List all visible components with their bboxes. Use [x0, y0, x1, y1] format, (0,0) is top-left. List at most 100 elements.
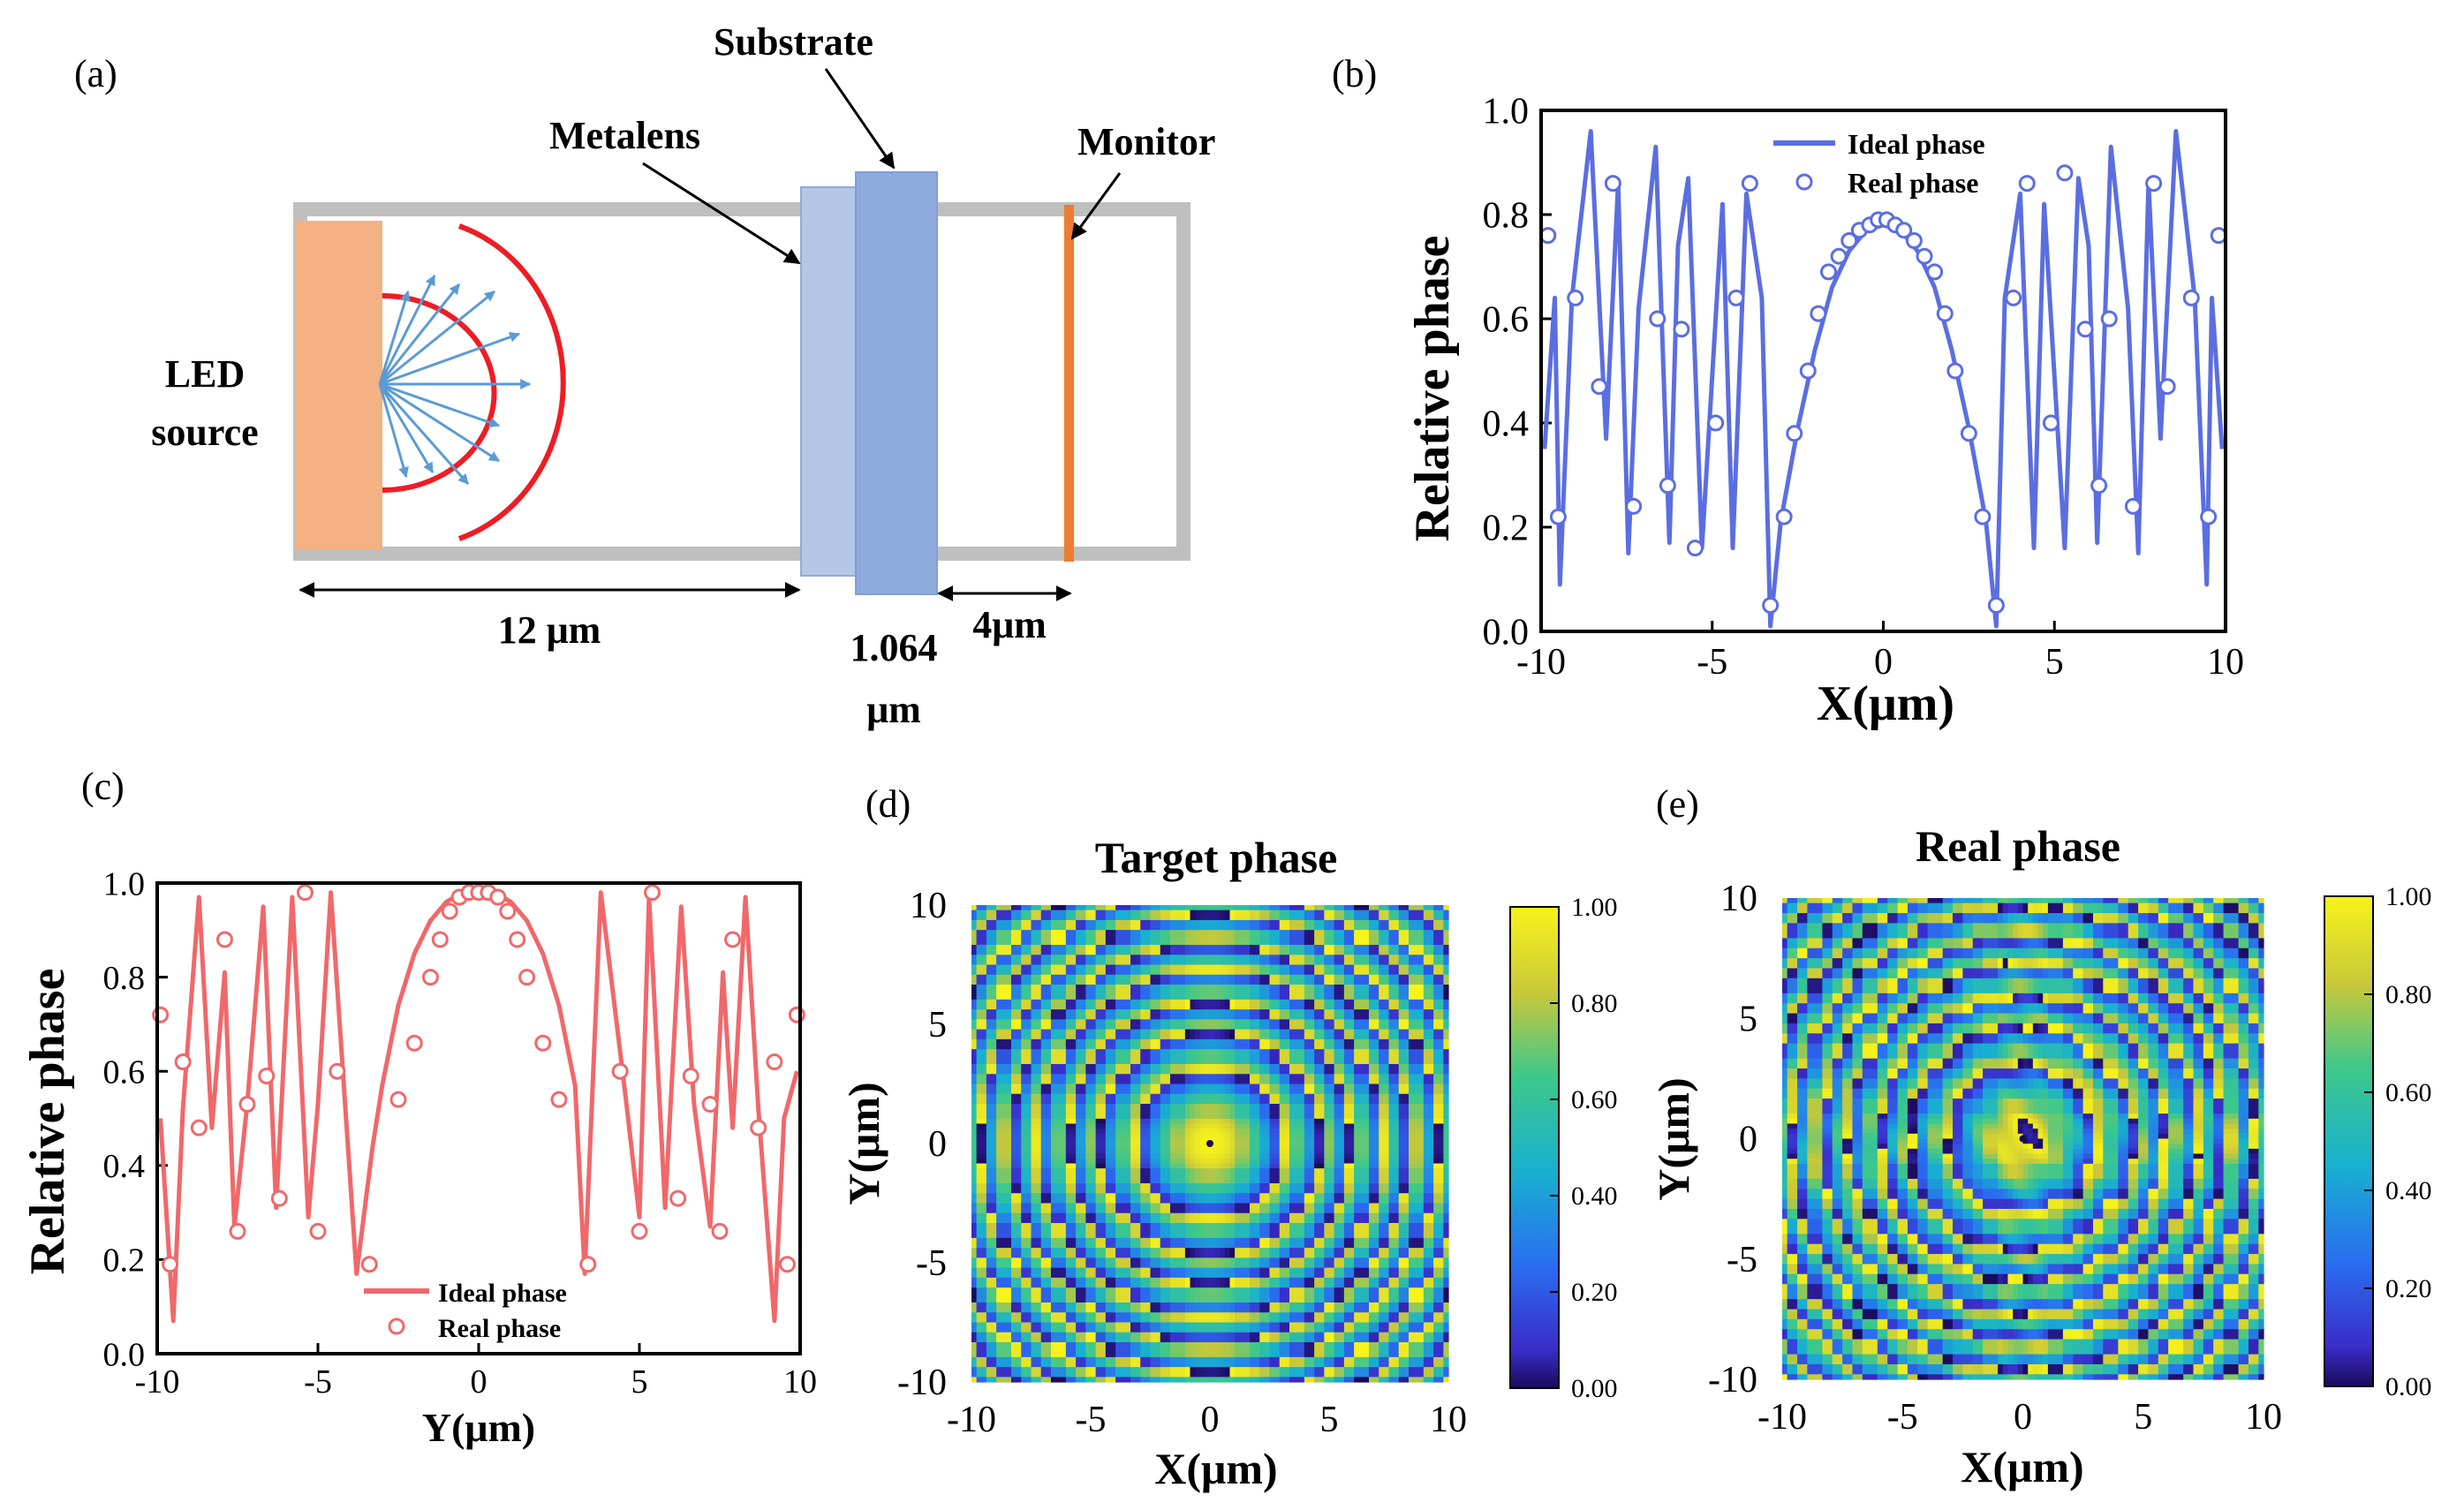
heatmap-cell — [1140, 1208, 1145, 1213]
real-phase-point — [1822, 265, 1836, 279]
heatmap-cell — [1051, 1015, 1056, 1020]
heatmap-cell — [1130, 1149, 1136, 1154]
heatmap-cell — [971, 1352, 977, 1357]
heatmap-cell — [1185, 1178, 1190, 1183]
heatmap-cell — [1066, 979, 1071, 985]
heatmap-cell — [1175, 910, 1181, 916]
real-phase-point — [780, 1257, 794, 1272]
heatmap-cell — [1205, 905, 1210, 910]
heatmap-cell — [1205, 975, 1210, 980]
heatmap-cell — [1200, 1248, 1206, 1253]
heatmap-cell — [1195, 1039, 1200, 1045]
heatmap-cell — [1175, 1079, 1181, 1084]
heatmap-cell — [1125, 1238, 1130, 1243]
heatmap-cell — [1061, 1159, 1066, 1164]
heatmap-cell — [1121, 1204, 1126, 1209]
heatmap-cell — [1100, 1223, 1106, 1228]
heatmap-cell — [1001, 1218, 1007, 1223]
heatmap-cell — [1081, 925, 1086, 931]
heatmap-cell — [1046, 1189, 1051, 1194]
heatmap-cell — [1170, 1293, 1175, 1298]
heatmap-cell — [1215, 1129, 1221, 1134]
heatmap-cell — [1046, 1099, 1051, 1104]
heatmap-cell — [1200, 1208, 1206, 1213]
heatmap-cell — [1200, 1233, 1206, 1238]
heatmap-cell — [1195, 1149, 1200, 1154]
heatmap-cell — [1085, 1233, 1091, 1238]
heatmap-cell — [1145, 1178, 1151, 1183]
heatmap-cell — [1046, 1233, 1051, 1238]
heatmap-cell — [1205, 1104, 1210, 1109]
heatmap-cell — [977, 985, 982, 990]
heatmap-cell — [1136, 1034, 1141, 1039]
heatmap-cell — [1195, 1034, 1200, 1039]
heatmap-cell — [1051, 1064, 1056, 1069]
heatmap-cell — [1061, 1099, 1066, 1104]
heatmap-cell — [1106, 1074, 1111, 1079]
heatmap-cell — [1066, 1164, 1071, 1169]
heatmap-cell — [986, 1009, 992, 1015]
heatmap-cell — [1136, 1357, 1141, 1363]
heatmap-cell — [1210, 1054, 1215, 1060]
heatmap-cell — [1140, 1059, 1145, 1064]
heatmap-cell — [1125, 1218, 1130, 1223]
heatmap-cell — [1205, 1208, 1210, 1213]
heatmap-cell — [1076, 1283, 1081, 1288]
heatmap-cell — [981, 1312, 986, 1317]
heatmap-cell — [1125, 1049, 1130, 1054]
heatmap-cell — [1085, 985, 1091, 990]
heatmap-cell — [1180, 1183, 1185, 1189]
heatmap-cell — [1121, 1069, 1126, 1075]
heatmap-cell — [1032, 1193, 1037, 1198]
c-xlabel: Y(μm) — [422, 1405, 535, 1450]
heatmap-cell — [1066, 1218, 1071, 1223]
heatmap-cell — [996, 1308, 1001, 1313]
heatmap-cell — [1076, 1030, 1081, 1035]
heatmap-cell — [1041, 1287, 1047, 1293]
heatmap-cell — [1036, 905, 1041, 910]
heatmap-cell — [1026, 1238, 1032, 1243]
heatmap-cell — [977, 1238, 982, 1243]
heatmap-cell — [1185, 960, 1190, 965]
heatmap-cell — [1076, 1174, 1081, 1179]
heatmap-cell — [1140, 1168, 1145, 1174]
heatmap-cell — [1076, 1129, 1081, 1134]
heatmap-cell — [1130, 1263, 1136, 1268]
heatmap-cell — [1195, 910, 1200, 916]
heatmap-cell — [1106, 1223, 1111, 1228]
heatmap-cell — [1091, 1174, 1096, 1179]
heatmap-cell — [1091, 1024, 1096, 1030]
heatmap-cell — [977, 925, 982, 931]
heatmap-cell — [1151, 1357, 1156, 1363]
heatmap-cell — [1180, 1327, 1185, 1333]
heatmap-cell — [1121, 1015, 1126, 1020]
heatmap-cell — [1130, 1069, 1136, 1075]
heatmap-cell — [1085, 1302, 1091, 1308]
heatmap-cell — [1210, 1297, 1215, 1302]
heatmap-cell — [1190, 1119, 1196, 1124]
heatmap-cell — [1200, 1238, 1206, 1243]
heatmap-cell — [1017, 1030, 1022, 1035]
heatmap-cell — [1081, 1104, 1086, 1109]
heatmap-cell — [1096, 1178, 1101, 1183]
heatmap-cell — [1081, 994, 1086, 1000]
heatmap-cell — [1032, 1317, 1037, 1323]
b-legend-real: Real phase — [1848, 167, 1978, 199]
heatmap-cell — [986, 1129, 992, 1134]
heatmap-cell — [1096, 1114, 1101, 1119]
heatmap-cell — [1180, 905, 1185, 910]
heatmap-cell — [996, 1198, 1001, 1204]
heatmap-cell — [1195, 1367, 1200, 1372]
heatmap-cell — [1032, 1089, 1037, 1094]
heatmap-cell — [1200, 1069, 1206, 1075]
real-phase-point — [2092, 479, 2106, 493]
heatmap-cell — [1026, 1333, 1032, 1338]
heatmap-cell — [1160, 1327, 1166, 1333]
heatmap-cell — [1006, 1363, 1011, 1368]
heatmap-cell — [1125, 1189, 1130, 1194]
heatmap-cell — [1106, 1268, 1111, 1273]
heatmap-cell — [996, 1312, 1001, 1317]
heatmap-cell — [1041, 1233, 1047, 1238]
heatmap-cell — [1100, 1312, 1106, 1317]
heatmap-cell — [996, 1372, 1001, 1378]
